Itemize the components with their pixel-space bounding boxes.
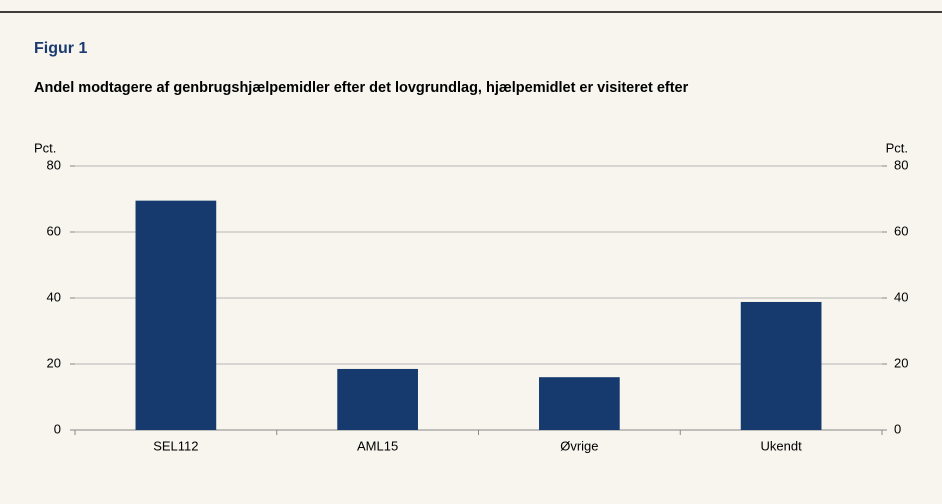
bar: [539, 377, 620, 430]
y2-tick-label: 40: [894, 289, 908, 304]
y-tick-label: 60: [47, 223, 61, 238]
y2-tick-label: 0: [894, 421, 901, 436]
bar: [337, 368, 418, 430]
y2-tick-label: 80: [894, 157, 908, 172]
y-axis-label: Pct.: [34, 140, 56, 155]
y-tick-label: 80: [47, 157, 61, 172]
x-tick-label: SEL112: [153, 438, 198, 453]
bar: [135, 200, 217, 430]
chart-title: Figur 1: [34, 40, 87, 57]
x-tick-label: Ukendt: [761, 438, 803, 453]
bar: [740, 301, 822, 430]
x-tick-label: AML15: [357, 438, 398, 453]
y2-tick-label: 60: [894, 223, 908, 238]
y-tick-label: 40: [47, 289, 61, 304]
y-tick-label: 20: [47, 355, 61, 370]
y2-axis-label: Pct.: [886, 140, 908, 155]
y2-tick-label: 20: [894, 355, 908, 370]
y-tick-label: 0: [54, 421, 61, 436]
chart-subtitle: Andel modtagere af genbrugshjælpemidler …: [34, 80, 689, 96]
x-tick-label: Øvrige: [560, 438, 598, 453]
